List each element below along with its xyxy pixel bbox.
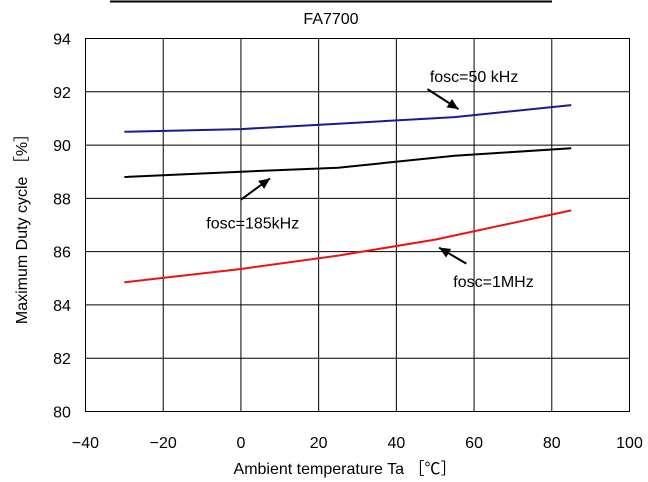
series-lines bbox=[124, 104, 572, 284]
y-tick-labels: 80 82 84 86 88 90 92 94 bbox=[53, 32, 71, 422]
x-tick-label: 60 bbox=[465, 435, 483, 452]
y-tick-label: 90 bbox=[53, 138, 71, 155]
y-tick-label: 82 bbox=[53, 351, 71, 368]
series-line bbox=[124, 209, 572, 284]
annotation-label: fosc=50 kHz bbox=[430, 69, 518, 86]
annotation-arrow-head bbox=[446, 98, 459, 110]
y-tick-label: 84 bbox=[53, 298, 71, 315]
y-tick-label: 80 bbox=[53, 405, 71, 422]
x-axis-title: Ambient temperature Ta ［℃］ bbox=[234, 460, 457, 478]
plot-frame bbox=[85, 38, 630, 412]
x-tick-label: 20 bbox=[310, 435, 328, 452]
y-tick-label: 92 bbox=[53, 85, 71, 102]
x-tick-label: 0 bbox=[236, 435, 245, 452]
series-line bbox=[124, 104, 572, 133]
x-tick-labels: −40 −20 0 20 40 60 80 100 bbox=[72, 435, 643, 452]
annotations: fosc=50 kHz fosc=185kHz fosc=1MHz bbox=[206, 69, 533, 291]
annotation-arrow-head bbox=[258, 178, 271, 189]
y-tick-label: 94 bbox=[53, 32, 71, 49]
series-line bbox=[124, 147, 572, 179]
y-tick-label: 88 bbox=[53, 191, 71, 208]
annotation-label: fosc=185kHz bbox=[206, 215, 299, 232]
x-tick-label: 100 bbox=[616, 435, 643, 452]
x-tick-label: 40 bbox=[387, 435, 405, 452]
annotation-label: fosc=1MHz bbox=[453, 274, 533, 291]
chart-title: FA7700 bbox=[303, 11, 358, 28]
grid-lines bbox=[85, 38, 630, 412]
annotation-arrow-head bbox=[439, 247, 452, 258]
x-tick-label: −40 bbox=[72, 435, 99, 452]
y-axis-title: Maximum Duty cycle ［%］ bbox=[13, 126, 31, 324]
y-tick-label: 86 bbox=[53, 245, 71, 262]
x-tick-label: −20 bbox=[150, 435, 177, 452]
x-tick-label: 80 bbox=[543, 435, 561, 452]
